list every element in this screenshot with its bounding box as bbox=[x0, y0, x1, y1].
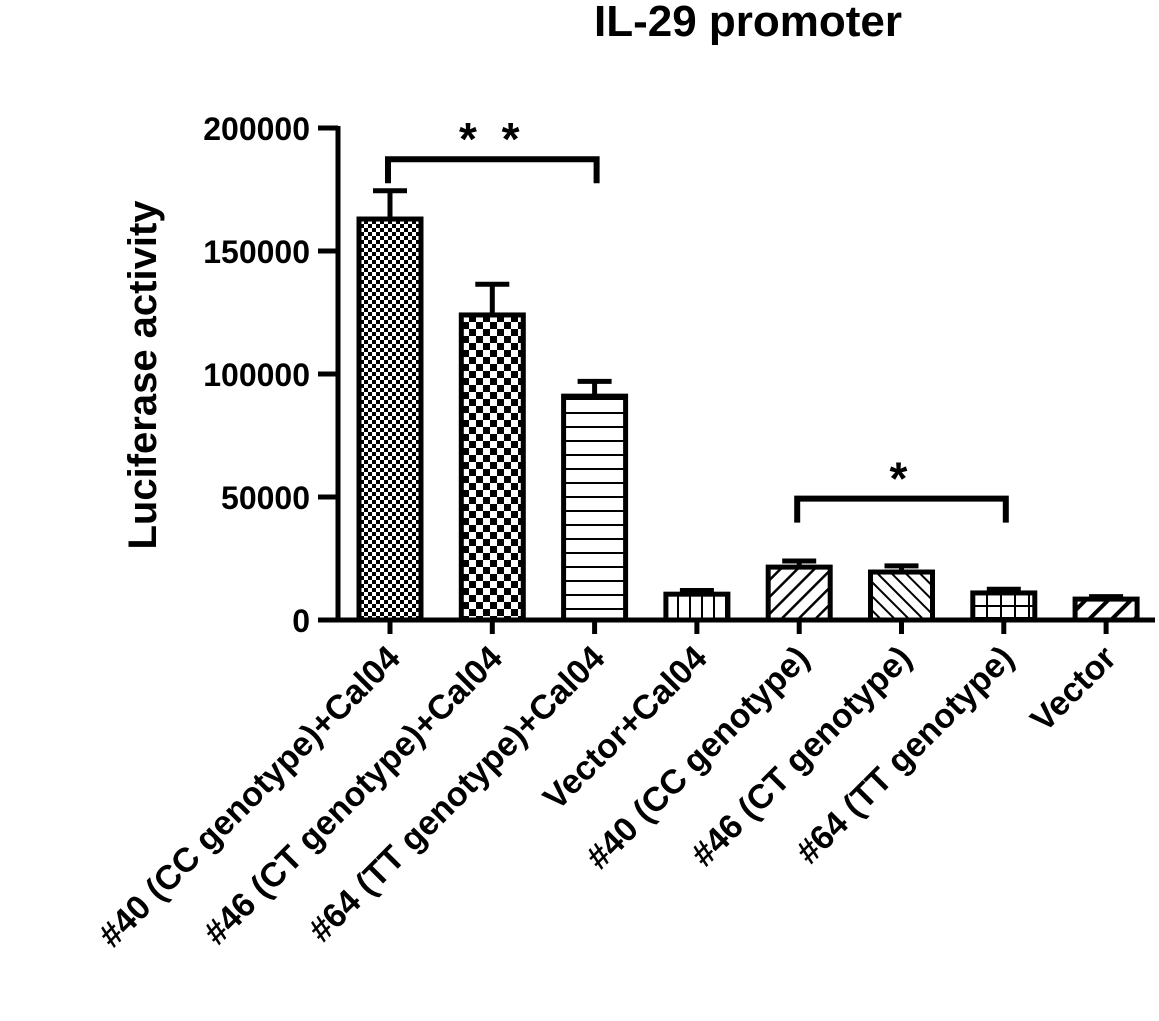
bar bbox=[356, 216, 424, 623]
y-tick-label: 150000 bbox=[203, 234, 310, 270]
bar bbox=[663, 591, 731, 623]
x-tick-labels: #40 (CC genotype)+Cal04#46 (CT genotype)… bbox=[92, 639, 1124, 955]
y-axis-label: Luciferase activity bbox=[121, 200, 165, 550]
bars bbox=[356, 188, 1140, 634]
significance-label: * bbox=[890, 453, 914, 505]
bar bbox=[561, 393, 629, 623]
bar bbox=[868, 569, 935, 623]
significance-brackets: * * * bbox=[385, 113, 1009, 523]
y-tick-label: 50000 bbox=[221, 480, 310, 516]
axes: 0 50000 100000 150000 200000 bbox=[203, 111, 1155, 639]
y-tick-label: 0 bbox=[292, 603, 310, 639]
bar bbox=[458, 312, 526, 623]
significance-bracket bbox=[385, 156, 600, 184]
bar bbox=[765, 564, 833, 623]
significance-bracket bbox=[794, 495, 1009, 523]
y-tick-label: 100000 bbox=[203, 357, 310, 393]
y-tick-label: 200000 bbox=[203, 111, 310, 147]
bar bbox=[1072, 596, 1140, 623]
chart-title: IL-29 promoter bbox=[594, 0, 902, 46]
bar bbox=[970, 590, 1038, 623]
x-tick-label: Vector bbox=[1023, 639, 1123, 739]
significance-label: * * bbox=[459, 113, 526, 165]
